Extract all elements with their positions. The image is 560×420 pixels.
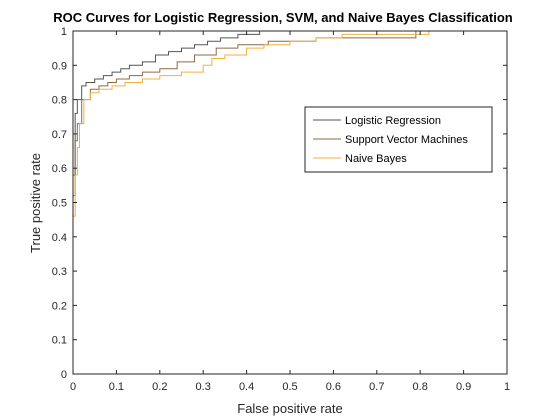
x-tick-label: 0.1 bbox=[109, 381, 124, 393]
x-tick-label: 0.6 bbox=[326, 381, 341, 393]
chart-title: ROC Curves for Logistic Regression, SVM,… bbox=[53, 10, 513, 25]
y-tick-label: 0.9 bbox=[52, 60, 67, 72]
series-layer bbox=[72, 30, 507, 374]
x-tick-label: 0.5 bbox=[282, 381, 297, 393]
x-tick-label: 0.2 bbox=[152, 381, 167, 393]
legend: Logistic Regression Support Vector Machin… bbox=[304, 106, 493, 173]
series-line-1 bbox=[72, 30, 507, 374]
legend-label-2: Support Vector Machines bbox=[345, 134, 468, 146]
y-tick-label: 0 bbox=[61, 369, 67, 381]
y-tick-label: 0.2 bbox=[52, 300, 67, 312]
x-tick-label: 0.3 bbox=[196, 381, 211, 393]
y-tick-label: 0.5 bbox=[52, 198, 67, 210]
y-tick-label: 0.1 bbox=[52, 335, 67, 347]
ticks-layer: 0 0.1 0.2 0.3 0.4 0.5 0.6 0.7 0.8 0.9 1 0 0.1 0.2 0.3 0… bbox=[52, 26, 510, 393]
x-tick-label: 0.9 bbox=[456, 381, 471, 393]
x-tick-label: 0 bbox=[70, 381, 76, 393]
y-tick-label: 0.7 bbox=[52, 129, 67, 141]
y-axis-label: True positive rate bbox=[28, 153, 43, 253]
x-tick-label: 0.7 bbox=[369, 381, 384, 393]
x-tick-label: 0.8 bbox=[413, 381, 428, 393]
legend-label-1: Logistic Regression bbox=[345, 115, 441, 127]
y-tick-label: 0.8 bbox=[52, 95, 67, 107]
y-tick-label: 1 bbox=[61, 26, 67, 38]
x-axis-label: False positive rate bbox=[237, 401, 343, 416]
y-tick-label: 0.3 bbox=[52, 266, 67, 278]
x-tick-label: 1 bbox=[504, 381, 510, 393]
plot-area bbox=[73, 31, 507, 374]
series-line-3 bbox=[72, 30, 507, 374]
legend-label-3: Naive Bayes bbox=[345, 153, 407, 165]
y-tick-label: 0.6 bbox=[52, 163, 67, 175]
y-tick-label: 0.4 bbox=[52, 232, 67, 244]
x-tick-label: 0.4 bbox=[239, 381, 254, 393]
